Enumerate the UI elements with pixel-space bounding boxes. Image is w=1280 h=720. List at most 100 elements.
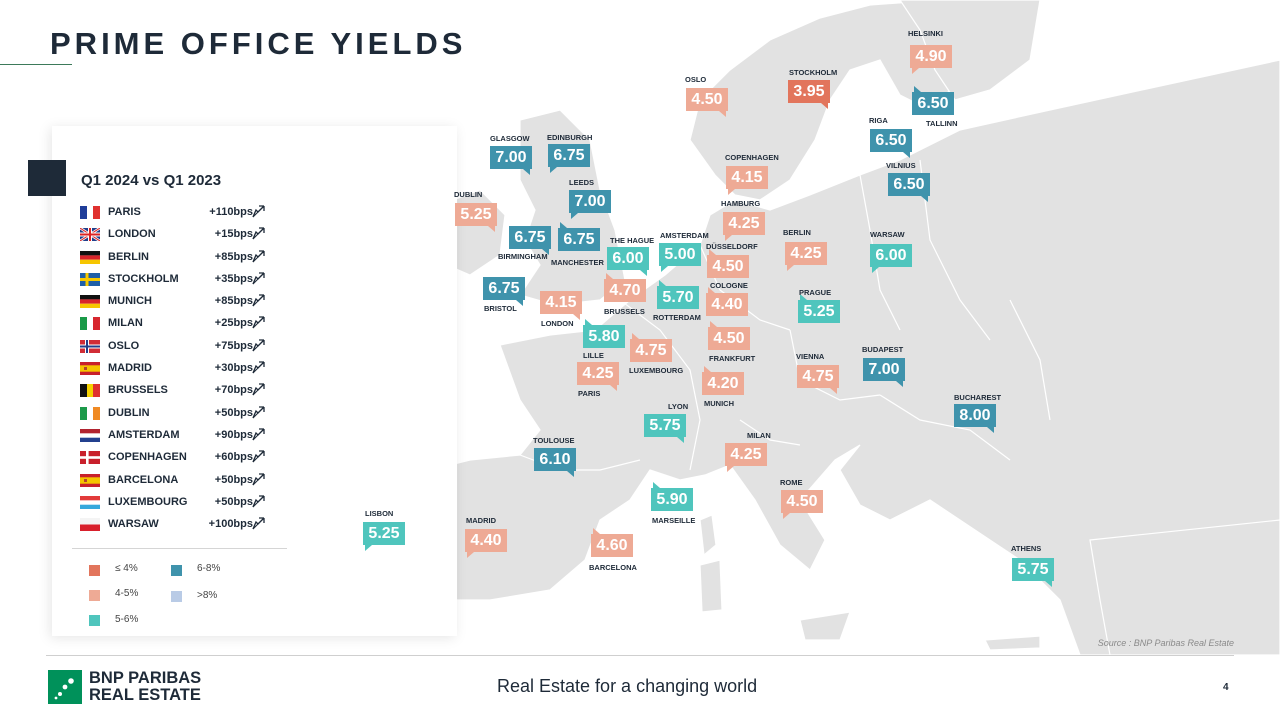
row-city: MADRID (108, 362, 152, 375)
city-label-birmingham: BIRMINGHAM (498, 252, 548, 261)
change-row: BRUSSELS +70bps (80, 380, 270, 402)
row-city: MUNICH (108, 295, 152, 308)
city-label-marseille: MARSEILLE (652, 516, 696, 525)
row-change: +50bps (214, 473, 253, 486)
trend-up-arrow-icon (252, 472, 266, 489)
yield-badge-athens: 5.75 (1012, 558, 1054, 587)
row-change: +15bps (214, 228, 253, 241)
city-label-prague: PRAGUE (799, 288, 832, 297)
row-change: +90bps (214, 428, 253, 441)
tagline: Real Estate for a changing world (497, 676, 758, 696)
row-change: +85bps (214, 295, 253, 308)
yield-badge-lisbon: 5.25 (363, 522, 405, 551)
flag-icon (80, 451, 100, 465)
europe-map (369, 0, 1280, 655)
yield-badge-munich: 4.20 (702, 366, 744, 395)
row-city: COPENHAGEN (108, 451, 187, 464)
row-city: PARIS (108, 206, 141, 218)
flag-icon (80, 295, 100, 309)
row-city: DUBLIN (108, 406, 150, 419)
yield-badge-tallinn: 6.50 (912, 86, 954, 115)
yield-badge-frankfurt: 4.50 (708, 321, 750, 350)
flag-icon (80, 473, 100, 487)
city-label-leeds: LEEDS (569, 178, 595, 187)
city-label-amsterdam: AMSTERDAM (660, 231, 709, 240)
legend-swatch (171, 565, 182, 576)
city-label-london: LONDON (541, 319, 574, 328)
yield-badge-warsaw: 6.00 (870, 244, 912, 273)
yield-badge-luxembourg: 4.75 (630, 333, 672, 362)
city-label-toulouse: TOULOUSE (533, 436, 575, 445)
row-change: +70bps (214, 384, 253, 397)
panel-divider (72, 548, 287, 549)
row-city: BRUSSELS (108, 384, 168, 397)
yield-badge-the-hague: 6.00 (607, 247, 649, 276)
row-change: +60bps (214, 451, 253, 464)
footer-divider (46, 655, 1234, 656)
row-change: +50bps (214, 406, 253, 419)
trend-up-arrow-icon (252, 204, 266, 221)
yield-badge-rome: 4.50 (781, 490, 823, 519)
legend-label: 5-6% (115, 614, 139, 625)
city-label-luxembourg: LUXEMBOURG (629, 366, 684, 375)
yield-badge-paris: 4.25 (577, 362, 619, 391)
city-label-d-sseldorf: DÜSSELDORF (706, 242, 758, 251)
yield-badge-vilnius: 6.50 (888, 173, 930, 202)
yield-badge-lille: 5.80 (583, 319, 625, 348)
sardinia-island (699, 559, 723, 613)
city-label-paris: PARIS (578, 389, 601, 398)
legend-swatch (89, 565, 100, 576)
yield-badge-london: 4.15 (540, 291, 582, 320)
flag-icon (80, 406, 100, 420)
change-row: DUBLIN +50bps (80, 403, 270, 425)
yield-badge-dublin: 5.25 (455, 203, 497, 232)
row-city: STOCKHOLM (108, 272, 179, 285)
flag-icon (80, 384, 100, 398)
city-label-oslo: OSLO (685, 75, 707, 84)
trend-up-arrow-icon (252, 249, 266, 266)
city-label-berlin: BERLIN (783, 228, 811, 237)
row-city: OSLO (108, 339, 140, 352)
legend-label: >8% (197, 590, 218, 601)
city-label-cologne: COLOGNE (710, 281, 748, 290)
city-label-lyon: LYON (668, 402, 689, 411)
row-change: +25bps (214, 317, 253, 330)
change-row: BERLIN +85bps (80, 247, 270, 269)
trend-up-arrow-icon (252, 226, 266, 243)
change-row: LUXEMBOURG +50bps (80, 492, 270, 514)
row-city: LUXEMBOURG (108, 495, 188, 508)
trend-up-arrow-icon (252, 494, 266, 511)
row-city: LONDON (108, 228, 156, 241)
yield-badge-toulouse: 6.10 (534, 448, 576, 477)
change-list: PARIS +110bps LONDON +15bps BERLIN +85bps STOC… (80, 202, 270, 536)
yield-badge-glasgow: 7.00 (490, 146, 532, 175)
flag-icon (80, 317, 100, 331)
flag-icon (80, 518, 100, 532)
yield-badge-prague: 5.25 (798, 294, 840, 323)
city-label-athens: ATHENS (1011, 544, 1042, 553)
city-label-helsinki: HELSINKI (908, 29, 944, 38)
yield-badge-edinburgh: 6.75 (548, 144, 590, 173)
city-label-warsaw: WARSAW (870, 230, 905, 239)
trend-up-arrow-icon (252, 293, 266, 310)
change-row: STOCKHOLM +35bps (80, 269, 270, 291)
change-row: BARCELONA +50bps (80, 470, 270, 492)
row-change: +100bps (208, 518, 253, 531)
legend-swatch (171, 591, 182, 602)
anatolia-landmass (1089, 519, 1280, 655)
logo-line-2: REAL ESTATE (89, 686, 201, 704)
trend-up-arrow-icon (252, 449, 266, 466)
city-label-vilnius: VILNIUS (886, 161, 916, 170)
row-change: +85bps (214, 250, 253, 263)
change-row: MUNICH +85bps (80, 291, 270, 313)
yield-badge-cologne: 4.40 (706, 287, 748, 316)
yield-badge-brussels: 4.70 (604, 273, 646, 302)
city-label-lisbon: LISBON (365, 509, 394, 518)
legend-swatch (89, 590, 100, 601)
change-row: OSLO +75bps (80, 336, 270, 358)
yield-badge-copenhagen: 4.15 (726, 166, 768, 195)
city-label-tallinn: TALLINN (926, 119, 958, 128)
row-change: +35bps (214, 272, 253, 285)
bnp-logo-icon (48, 670, 82, 704)
flag-icon (80, 339, 100, 353)
